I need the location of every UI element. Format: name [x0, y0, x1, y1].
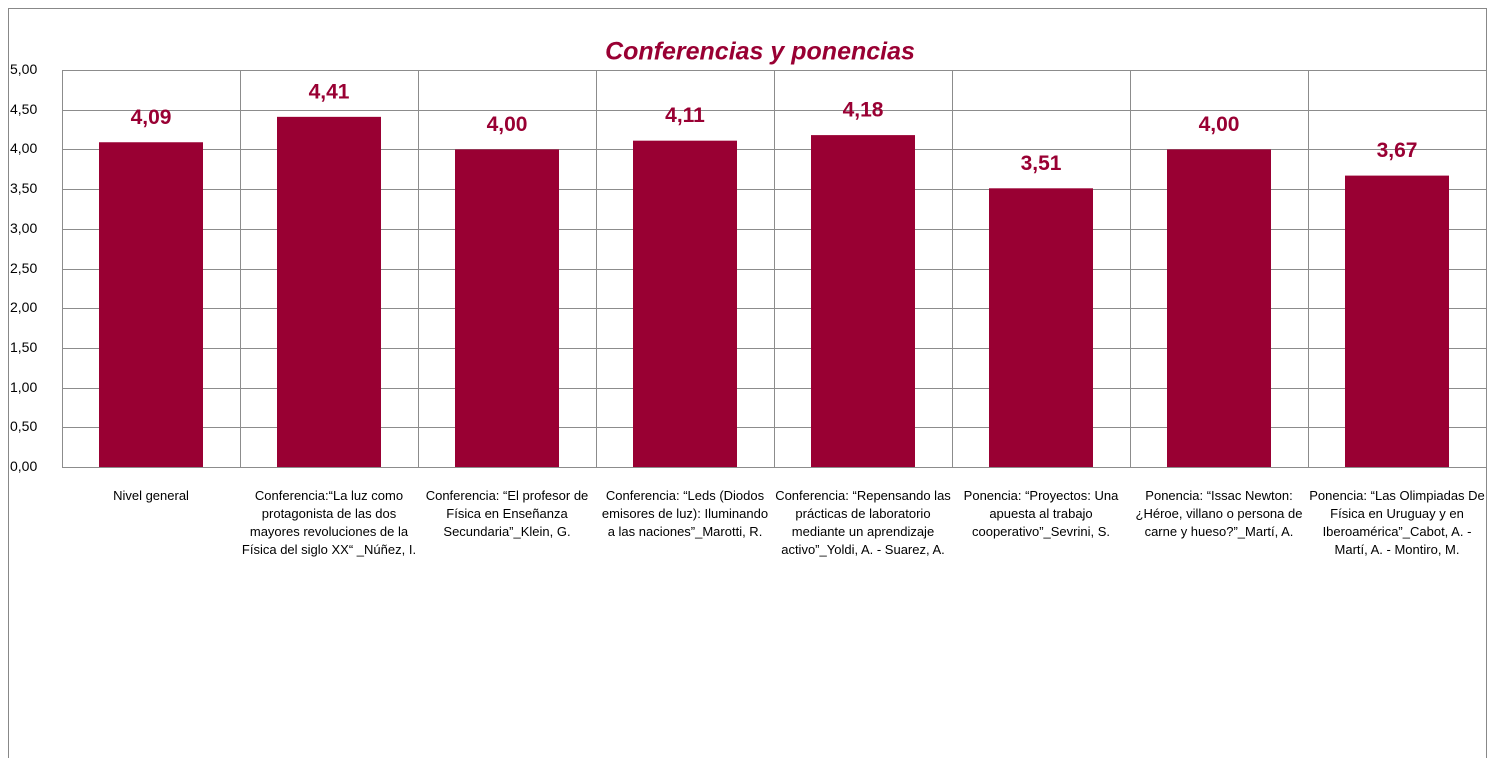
data-label: 3,67: [1377, 139, 1418, 162]
data-label: 4,00: [487, 113, 528, 136]
bar: [1167, 149, 1271, 467]
bar: [99, 142, 203, 467]
x-tick-label: Ponencia: “Las Olimpiadas De Física en U…: [1309, 488, 1485, 557]
x-tick-label: Conferencia: “Leds (Diodos emisores de l…: [601, 488, 769, 539]
bar: [811, 135, 915, 467]
y-tick-label: 0,50: [10, 418, 37, 434]
x-tick-label: Nivel general: [113, 488, 189, 503]
x-tick-label: Ponencia: “Proyectos: Una apuesta al tra…: [963, 488, 1119, 539]
y-tick-label: 4,50: [10, 101, 37, 117]
bar: [989, 188, 1093, 467]
bar: [455, 149, 559, 467]
chart-title: Conferencias y ponencias: [605, 38, 915, 66]
y-tick-label: 2,00: [10, 299, 37, 315]
bar: [1345, 175, 1449, 468]
bar: [277, 116, 381, 467]
data-label: 3,51: [1021, 152, 1062, 175]
y-tick-label: 1,00: [10, 379, 37, 395]
y-tick-label: 2,50: [10, 260, 37, 276]
y-tick-label: 0,00: [10, 458, 37, 474]
y-tick-label: 5,00: [10, 61, 37, 77]
y-tick-label: 3,00: [10, 220, 37, 236]
data-label: 4,00: [1199, 113, 1240, 136]
x-tick-label: Conferencia: “El profesor de Física en E…: [425, 488, 589, 539]
data-label: 4,09: [131, 106, 172, 129]
x-tick-label: Conferencia:“La luz como protagonista de…: [241, 488, 417, 557]
y-tick-label: 3,50: [10, 180, 37, 196]
data-label: 4,41: [309, 80, 350, 103]
data-label: 4,18: [843, 99, 884, 122]
x-tick-label: Conferencia: “Repensando las prácticas d…: [775, 488, 951, 557]
bar: [633, 140, 737, 467]
data-label: 4,11: [665, 104, 705, 127]
y-tick-label: 4,00: [10, 140, 37, 156]
y-tick-label: 1,50: [10, 339, 37, 355]
x-tick-label: Ponencia: “Issac Newton: ¿Héroe, villano…: [1135, 488, 1303, 539]
